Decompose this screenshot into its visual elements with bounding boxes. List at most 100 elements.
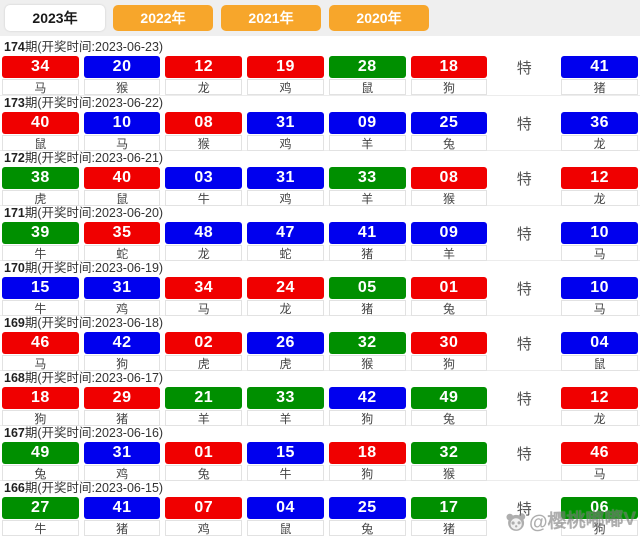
ball-number: 02 (165, 332, 243, 354)
zodiac-label: 狗 (410, 79, 488, 95)
year-tab-bar: 2023年 2022年 2021年 2020年 (0, 0, 640, 36)
number-cell-6: 18 狗 (410, 56, 488, 95)
zodiac-label: 兔 (2, 465, 79, 481)
zodiac-label: 狗 (561, 520, 639, 536)
number-cell-5: 09 羊 (328, 112, 406, 151)
ball-number: 05 (328, 277, 406, 299)
zodiac-label: 狗 (83, 355, 161, 371)
draw-date-text: 期(开奖时间:2023-06-16) (24, 426, 164, 440)
zodiac-label: 鼠 (561, 355, 639, 371)
draw-row: 49 兔 31 鸡 01 兔 15 牛 18 狗 32 猴特 46 马 (2, 442, 639, 481)
number-cell-3: 12 龙 (165, 56, 243, 95)
draw-date-text: 期(开奖时间:2023-06-15) (24, 481, 164, 495)
special-number-cell: 10 马 (561, 277, 639, 316)
zodiac-label: 猪 (410, 520, 488, 536)
zodiac-label: 马 (561, 245, 639, 261)
ball-number: 30 (410, 332, 488, 354)
draw-period: 172 (4, 151, 25, 165)
number-cell-1: 46 马 (2, 332, 79, 371)
draw-block: 168期(开奖时间:2023-06-17) 18 狗 29 猪 21 羊 33 羊 42 狗 49 兔… (0, 370, 640, 426)
number-cell-5: 28 鼠 (328, 56, 406, 95)
ball-number: 46 (561, 442, 639, 464)
number-cell-1: 18 狗 (2, 387, 79, 426)
draw-block: 169期(开奖时间:2023-06-18) 46 马 42 狗 02 虎 26 虎 32 猴 30 狗… (0, 315, 640, 371)
ball-number: 33 (247, 387, 324, 409)
special-number-cell: 10 马 (561, 222, 639, 261)
zodiac-label: 羊 (247, 410, 324, 426)
ball-number: 40 (2, 112, 79, 134)
number-cell-1: 49 兔 (2, 442, 79, 481)
zodiac-label: 鸡 (247, 190, 324, 206)
ball-number: 06 (561, 497, 639, 519)
year-tab-2022[interactable]: 2022年 (113, 5, 213, 31)
ball-number: 01 (165, 442, 243, 464)
draw-period: 173 (4, 96, 25, 110)
zodiac-label: 马 (561, 465, 639, 481)
ball-number: 24 (247, 277, 324, 299)
zodiac-label: 鸡 (83, 465, 161, 481)
year-tab-2020[interactable]: 2020年 (329, 5, 429, 31)
ball-number: 49 (2, 442, 79, 464)
ball-number: 26 (247, 332, 324, 354)
draw-header: 168期(开奖时间:2023-06-17) (2, 371, 638, 386)
draw-block: 174期(开奖时间:2023-06-23) 34 马 20 猴 12 龙 19 鸡 28 鼠 18 狗… (0, 40, 640, 95)
zodiac-label: 狗 (328, 465, 406, 481)
ball-number: 48 (165, 222, 243, 244)
number-cell-5: 42 狗 (328, 387, 406, 426)
zodiac-label: 虎 (165, 355, 243, 371)
zodiac-label: 兔 (410, 135, 488, 151)
number-cell-6: 32 猴 (410, 442, 488, 481)
ball-number: 42 (328, 387, 406, 409)
zodiac-label: 龙 (247, 300, 324, 316)
draw-block: 170期(开奖时间:2023-06-19) 15 牛 31 鸡 34 马 24 龙 05 猪 01 兔… (0, 260, 640, 316)
draw-period: 166 (4, 481, 25, 495)
zodiac-label: 虎 (247, 355, 324, 371)
ball-number: 10 (561, 222, 639, 244)
ball-number: 41 (328, 222, 406, 244)
zodiac-label: 牛 (247, 465, 324, 481)
zodiac-label: 牛 (2, 300, 79, 316)
number-cell-3: 08 猴 (165, 112, 243, 151)
ball-number: 33 (328, 167, 406, 189)
draw-header: 171期(开奖时间:2023-06-20) (2, 206, 638, 221)
zodiac-label: 鼠 (328, 79, 406, 95)
ball-number: 07 (165, 497, 243, 519)
zodiac-label: 虎 (2, 190, 79, 206)
draw-row: 39 牛 35 蛇 48 龙 47 蛇 41 猪 09 羊特 10 马 (2, 222, 639, 261)
ball-number: 25 (328, 497, 406, 519)
zodiac-label: 龙 (561, 410, 639, 426)
ball-number: 17 (410, 497, 488, 519)
ball-number: 41 (83, 497, 161, 519)
ball-number: 15 (2, 277, 79, 299)
special-label: 特 (516, 335, 532, 353)
ball-number: 08 (410, 167, 488, 189)
zodiac-label: 羊 (328, 190, 406, 206)
year-tab-label: 2021年 (248, 10, 294, 26)
zodiac-label: 鸡 (247, 79, 324, 95)
ball-number: 01 (410, 277, 488, 299)
number-cell-5: 32 猴 (328, 332, 406, 371)
ball-number: 47 (247, 222, 324, 244)
ball-number: 39 (2, 222, 79, 244)
draw-header: 166期(开奖时间:2023-06-15) (2, 481, 638, 496)
number-cell-4: 04 鼠 (247, 497, 324, 536)
zodiac-label: 猪 (83, 410, 161, 426)
zodiac-label: 牛 (165, 190, 243, 206)
number-cell-2: 29 猪 (83, 387, 161, 426)
number-cell-1: 39 牛 (2, 222, 79, 261)
ball-number: 29 (83, 387, 161, 409)
special-number-cell: 04 鼠 (561, 332, 639, 371)
number-cell-4: 31 鸡 (247, 112, 324, 151)
ball-number: 19 (247, 56, 324, 78)
draw-row: 38 虎 40 鼠 03 牛 31 鸡 33 羊 08 猴 特 12 龙 (2, 167, 639, 206)
zodiac-label: 猪 (328, 300, 406, 316)
special-number-cell: 12 龙 (561, 167, 639, 206)
year-tab-2023[interactable]: 2023年 (5, 5, 105, 31)
ball-number: 10 (561, 277, 639, 299)
year-tab-2021[interactable]: 2021年 (221, 5, 321, 31)
zodiac-label: 蛇 (83, 245, 161, 261)
draw-date-text: 期(开奖时间:2023-06-17) (24, 371, 164, 385)
special-label: 特 (516, 280, 532, 298)
ball-number: 18 (2, 387, 79, 409)
number-cell-3: 02 虎 (165, 332, 243, 371)
